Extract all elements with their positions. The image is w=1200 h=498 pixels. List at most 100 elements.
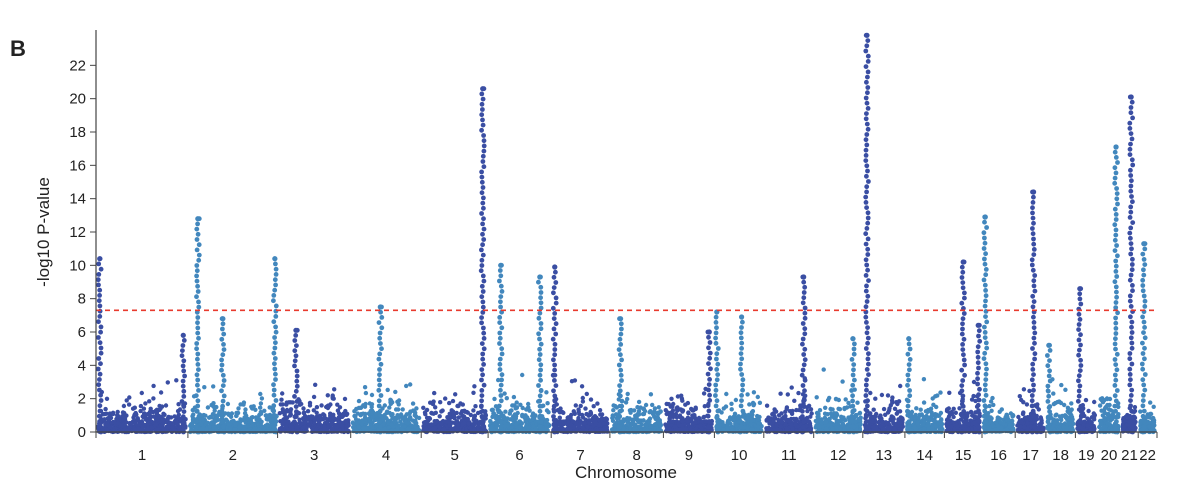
snp-peak-point — [377, 419, 383, 424]
snp-point — [653, 422, 658, 427]
snp-peak-point — [194, 268, 200, 274]
snp-point — [751, 390, 757, 395]
snp-peak-point — [195, 351, 201, 357]
snp-peak-point — [194, 408, 200, 414]
snp-peak-point — [864, 184, 870, 190]
snp-peak-point — [481, 237, 487, 242]
snp-point — [412, 413, 417, 418]
snp-peak-point — [377, 351, 383, 357]
snp-point — [666, 402, 671, 407]
snp-peak-point — [863, 147, 869, 153]
snp-peak-point — [95, 366, 101, 372]
snp-peak-point — [802, 393, 808, 399]
snp-peak-point — [713, 320, 719, 325]
snp-peak-point — [863, 304, 869, 310]
snp-point — [166, 414, 171, 420]
snp-peak-point — [553, 269, 558, 275]
snp-peak-point — [866, 278, 871, 283]
snp-point — [450, 409, 456, 414]
snp-peak-point — [479, 101, 485, 107]
snp-point — [817, 408, 823, 413]
snp-point — [641, 411, 647, 417]
snp-point — [231, 418, 236, 424]
snp-point — [408, 382, 413, 387]
snp-point — [532, 414, 537, 419]
snp-peak-point — [292, 358, 298, 364]
snp-point — [835, 429, 840, 434]
snp-point — [433, 410, 438, 415]
snp-point — [284, 407, 290, 413]
snp-point — [207, 424, 212, 429]
snp-point — [502, 391, 507, 396]
snp-peak-point — [481, 424, 487, 430]
snp-peak-point — [550, 372, 556, 378]
snp-point — [641, 418, 646, 423]
snp-peak-point — [96, 261, 102, 267]
snp-peak-point — [496, 408, 502, 414]
snp-point — [833, 396, 839, 402]
snp-point — [452, 415, 457, 420]
snp-point — [250, 422, 255, 428]
snp-peak-point — [537, 424, 543, 430]
snp-peak-point — [740, 377, 746, 383]
snp-point — [839, 417, 844, 423]
snp-peak-point — [851, 351, 857, 357]
snp-point — [161, 417, 166, 422]
snp-peak-point — [864, 377, 869, 383]
snp-point — [153, 422, 159, 427]
snp-point — [677, 422, 682, 428]
snp-point — [174, 378, 179, 383]
snp-peak-point — [271, 298, 276, 304]
snp-peak-point — [195, 283, 201, 289]
snp-point — [407, 411, 412, 416]
snp-point — [505, 416, 510, 421]
snp-peak-point — [864, 111, 869, 116]
snp-point — [595, 428, 600, 433]
snp-peak-point — [865, 356, 871, 362]
snp-point — [920, 422, 926, 427]
snp-peak-point — [864, 189, 869, 195]
snp-point — [138, 408, 143, 414]
snp-peak-point — [851, 424, 857, 430]
snp-point — [701, 414, 707, 420]
snp-point — [891, 415, 896, 420]
snp-point — [513, 416, 518, 421]
snp-peak-point — [537, 403, 543, 409]
snp-peak-point — [865, 90, 870, 96]
snp-point — [670, 408, 676, 413]
snp-peak-point — [800, 408, 805, 414]
snp-peak-point — [481, 143, 487, 149]
snp-point — [664, 411, 669, 417]
snp-point — [839, 414, 844, 419]
snp-peak-point — [271, 392, 277, 398]
snp-point — [792, 398, 797, 403]
snp-peak-point — [802, 388, 807, 394]
snp-peak-point — [96, 298, 102, 304]
snp-peak-point — [619, 357, 624, 363]
snp-point — [472, 427, 477, 433]
snp-point — [251, 427, 256, 433]
snp-point — [368, 423, 373, 429]
snp-peak-point — [618, 372, 624, 378]
snp-peak-point — [739, 393, 744, 398]
snp-peak-point — [480, 372, 485, 378]
snp-point — [424, 407, 430, 413]
snp-point — [764, 403, 770, 408]
snp-peak-point — [273, 398, 279, 403]
snp-point — [648, 392, 654, 397]
snp-peak-point — [219, 414, 225, 419]
snp-point — [882, 426, 887, 431]
snp-peak-point — [538, 305, 544, 311]
snp-point — [494, 413, 499, 418]
snp-peak-top — [220, 316, 226, 322]
snp-point — [259, 396, 265, 401]
snp-point — [395, 426, 400, 432]
snp-peak-point — [180, 348, 185, 353]
snp-point — [395, 413, 400, 418]
snp-peak-point — [553, 424, 559, 430]
snp-peak-point — [538, 414, 544, 419]
snp-peak-point — [221, 331, 227, 337]
snp-point — [524, 407, 529, 412]
snp-point — [229, 411, 235, 416]
snp-peak-point — [221, 393, 227, 399]
